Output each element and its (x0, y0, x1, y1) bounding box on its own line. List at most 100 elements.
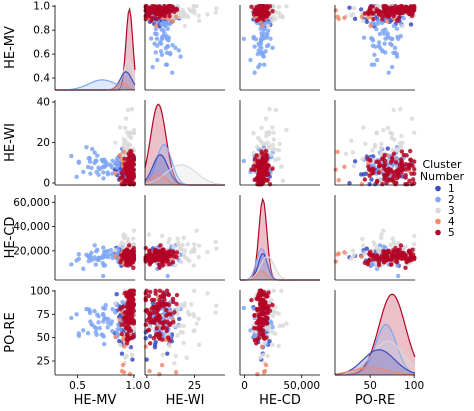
point-cluster-5 (256, 314, 262, 320)
point-cluster-5 (124, 336, 130, 341)
point-cluster-5 (366, 167, 372, 172)
point-cluster-5 (392, 170, 397, 175)
point-cluster-3 (177, 323, 183, 329)
point-cluster-2 (265, 28, 271, 33)
point-cluster-5 (412, 171, 417, 176)
point-cluster-5 (264, 309, 270, 315)
point-cluster-2 (86, 258, 91, 264)
point-cluster-4 (342, 15, 347, 21)
point-cluster-1 (165, 351, 170, 356)
point-cluster-2 (168, 51, 173, 57)
point-cluster-5 (161, 247, 166, 252)
panel-PO-RE-vs-HE-CD (239, 288, 320, 377)
point-cluster-4 (259, 344, 265, 349)
point-cluster-4 (113, 253, 118, 259)
point-cluster-5 (368, 158, 373, 163)
point-cluster-5 (367, 258, 372, 263)
kde-fill-cluster-2 (145, 144, 225, 185)
point-cluster-5 (156, 251, 161, 257)
point-cluster-5 (146, 328, 152, 333)
point-cluster-3 (181, 13, 186, 18)
point-cluster-5 (393, 160, 399, 165)
point-cluster-3 (263, 116, 269, 121)
point-cluster-3 (180, 242, 185, 248)
kde-fill-cluster-3 (335, 341, 415, 375)
point-cluster-2 (253, 37, 259, 42)
point-cluster-5 (362, 260, 368, 265)
point-cluster-5 (128, 328, 134, 333)
point-cluster-2 (116, 161, 121, 166)
point-cluster-2 (105, 320, 111, 325)
point-cluster-2 (376, 40, 382, 45)
point-cluster-3 (181, 235, 186, 240)
point-cluster-3 (167, 236, 172, 242)
point-cluster-2 (93, 158, 98, 163)
point-cluster-5 (119, 331, 125, 337)
point-cluster-5 (127, 295, 132, 301)
point-cluster-2 (241, 158, 247, 164)
point-cluster-2 (100, 260, 106, 266)
point-cluster-3 (271, 130, 276, 135)
point-cluster-5 (249, 4, 254, 9)
point-cluster-2 (101, 312, 106, 318)
point-cluster-2 (88, 171, 93, 176)
point-cluster-5 (172, 310, 177, 315)
legend-label-cluster-2: 2 (448, 194, 455, 206)
y-tick-label: 75 (37, 309, 50, 321)
point-cluster-5 (261, 13, 266, 19)
point-cluster-5 (398, 157, 404, 162)
point-cluster-3 (388, 242, 393, 248)
point-cluster-2 (92, 243, 97, 248)
point-cluster-3 (112, 301, 118, 306)
point-cluster-3 (350, 150, 356, 155)
point-cluster-3 (188, 302, 194, 307)
point-cluster-5 (154, 309, 160, 315)
point-cluster-2 (81, 169, 86, 175)
point-cluster-2 (389, 42, 394, 48)
point-cluster-3 (214, 303, 219, 308)
point-cluster-3 (187, 258, 192, 263)
legend-label-cluster-5: 5 (448, 227, 455, 239)
point-cluster-2 (262, 62, 267, 67)
point-cluster-5 (154, 331, 159, 337)
point-cluster-5 (149, 297, 155, 303)
point-cluster-5 (164, 288, 170, 294)
point-cluster-4 (121, 149, 127, 155)
point-cluster-2 (114, 165, 120, 170)
point-cluster-2 (391, 23, 397, 29)
x-axis-title: PO-RE (355, 393, 395, 408)
point-cluster-5 (161, 11, 166, 16)
point-cluster-2 (97, 255, 102, 260)
point-cluster-2 (383, 245, 388, 250)
kde-fill-cluster-3 (55, 59, 135, 90)
point-cluster-2 (394, 51, 399, 57)
point-cluster-2 (90, 146, 95, 152)
y-tick-label: 0 (43, 177, 50, 189)
point-cluster-5 (254, 164, 259, 169)
point-cluster-2 (375, 21, 381, 26)
x-axis-title: HE-WI (166, 393, 205, 408)
point-cluster-2 (113, 310, 118, 315)
point-cluster-4 (147, 368, 152, 374)
point-cluster-3 (270, 125, 275, 130)
point-cluster-5 (367, 7, 372, 12)
point-cluster-2 (101, 319, 106, 324)
point-cluster-5 (147, 341, 153, 346)
kde-line-cluster-5 (240, 197, 320, 281)
point-cluster-3 (262, 141, 267, 147)
point-cluster-5 (388, 262, 394, 267)
point-cluster-3 (191, 249, 197, 254)
point-cluster-5 (261, 177, 267, 182)
point-cluster-5 (164, 254, 169, 260)
point-cluster-5 (159, 256, 164, 261)
point-cluster-2 (155, 57, 160, 63)
y-axis-title: HE-CD (3, 217, 18, 259)
point-cluster-2 (148, 36, 154, 41)
point-cluster-3 (277, 323, 282, 329)
point-cluster-5 (120, 174, 126, 179)
point-cluster-2 (76, 159, 82, 164)
point-cluster-3 (262, 340, 267, 345)
point-cluster-3 (192, 328, 197, 333)
point-cluster-5 (384, 6, 389, 11)
